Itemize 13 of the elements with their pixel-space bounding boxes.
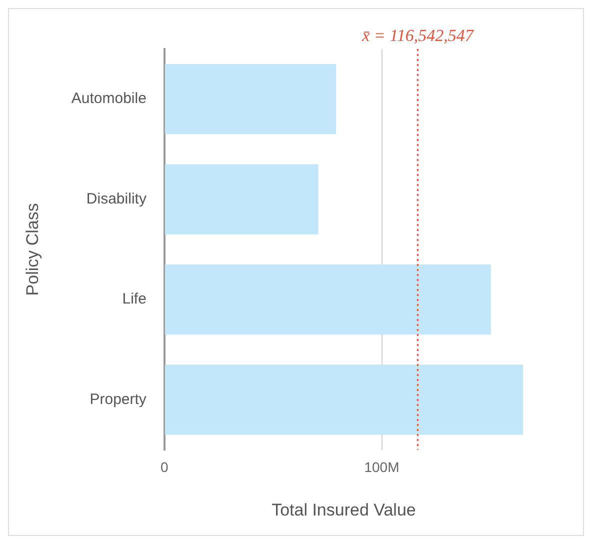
ref-line-label: x̄ = 116,542,547 — [361, 26, 475, 45]
y-tick-label: Automobile — [71, 90, 146, 108]
bar — [164, 164, 318, 234]
bar — [164, 64, 336, 134]
x-tick-label: 100M — [364, 459, 400, 476]
bar — [164, 364, 523, 435]
bar — [164, 264, 491, 335]
y-axis-title: Policy Class — [22, 203, 42, 296]
y-tick-label: Disability — [86, 190, 147, 208]
y-tick-label: Property — [90, 390, 147, 408]
y-tick-label: Life — [122, 290, 146, 308]
x-axis-title: Total Insured Value — [272, 500, 416, 520]
x-tick-label: 0 — [160, 459, 169, 476]
